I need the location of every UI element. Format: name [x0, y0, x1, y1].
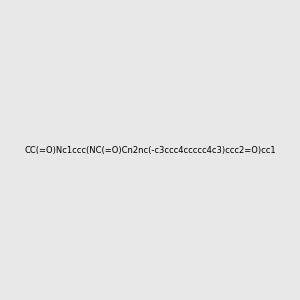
Text: CC(=O)Nc1ccc(NC(=O)Cn2nc(-c3ccc4ccccc4c3)ccc2=O)cc1: CC(=O)Nc1ccc(NC(=O)Cn2nc(-c3ccc4ccccc4c3…	[24, 146, 276, 154]
